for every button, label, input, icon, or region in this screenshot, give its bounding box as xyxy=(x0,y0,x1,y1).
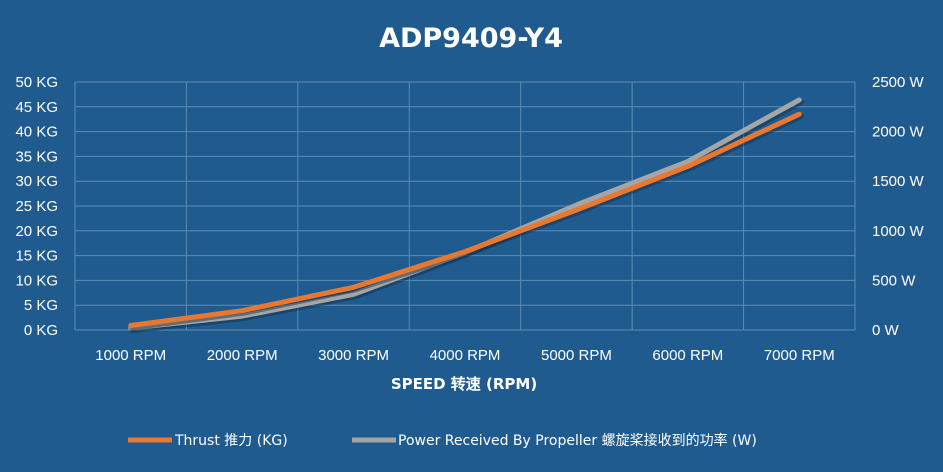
series-shadow-thrust xyxy=(129,113,804,331)
left-axis-tick-label: 0 KG xyxy=(24,322,58,339)
x-axis-tick-label: 4000 RPM xyxy=(430,347,501,364)
left-axis-tick-label: 15 KG xyxy=(15,248,58,265)
series-line-power xyxy=(128,97,802,331)
right-axis-tick-label: 0 W xyxy=(872,322,900,339)
x-axis-tick-label: 1000 RPM xyxy=(95,347,166,364)
left-axis-tick-label: 40 KG xyxy=(15,124,58,141)
right-axis-tick-label: 2000 W xyxy=(872,124,925,141)
left-axis-tick-label: 20 KG xyxy=(15,223,58,240)
x-axis-tick-label: 7000 RPM xyxy=(764,347,835,364)
x-axis-tick-label: 3000 RPM xyxy=(318,347,389,364)
left-axis-tick-label: 35 KG xyxy=(15,148,58,165)
legend-label-thrust: Thrust 推力 (KG) xyxy=(174,433,288,449)
series-lines xyxy=(128,97,804,333)
series-line-thrust xyxy=(128,111,802,328)
x-axis-tick-label: 5000 RPM xyxy=(541,347,612,364)
left-axis-tick-label: 25 KG xyxy=(15,198,58,215)
right-axis-ticks: 0 W 500 W 1000 W 1500 W 2000 W 2500 W xyxy=(872,74,925,339)
x-axis-label: SPEED 转速 (RPM) xyxy=(391,375,537,393)
right-axis-tick-label: 2500 W xyxy=(872,74,925,91)
chart-title: ADP9409-Y4 xyxy=(379,23,563,54)
x-axis-tick-label: 2000 RPM xyxy=(207,347,278,364)
legend: Thrust 推力 (KG) Power Received By Propell… xyxy=(128,432,757,449)
right-axis-tick-label: 500 W xyxy=(872,272,916,289)
x-axis-tick-label: 6000 RPM xyxy=(652,347,723,364)
right-axis-tick-label: 1500 W xyxy=(872,173,925,190)
legend-label-power: Power Received By Propeller 螺旋桨接收到的功率 (W… xyxy=(398,432,757,449)
left-axis-tick-label: 45 KG xyxy=(15,99,58,116)
left-axis-tick-label: 50 KG xyxy=(15,74,58,91)
left-axis-tick-label: 10 KG xyxy=(15,272,58,289)
left-axis-tick-label: 30 KG xyxy=(15,173,58,190)
left-axis-tick-label: 5 KG xyxy=(24,297,58,314)
left-axis-ticks: 0 KG 5 KG 10 KG 15 KG 20 KG 25 KG 30 KG 35 KG 40… xyxy=(15,74,58,339)
grid xyxy=(74,81,856,331)
x-axis-ticks: 1000 RPM 2000 RPM 3000 RPM 4000 RPM 5000 RPM… xyxy=(95,347,834,364)
series-shadow-power xyxy=(129,98,804,333)
right-axis-tick-label: 1000 W xyxy=(872,223,925,240)
